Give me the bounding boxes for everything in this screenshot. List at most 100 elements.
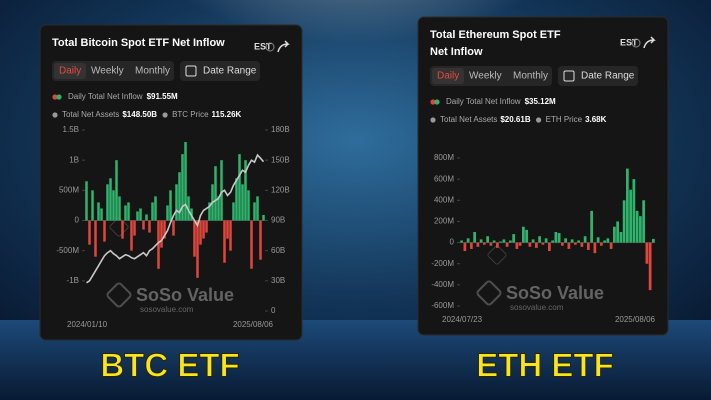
bar [127, 202, 130, 221]
card [417, 16, 669, 336]
bar [561, 242, 564, 246]
bar [466, 238, 470, 243]
bar [531, 239, 535, 243]
bar [518, 242, 522, 246]
bar [160, 220, 163, 248]
bar [557, 233, 561, 243]
tab[interactable]: Weekly [469, 71, 502, 82]
bar [199, 220, 202, 245]
bar [473, 232, 476, 243]
y-tick-label: 800M [434, 153, 454, 162]
legend-label: ETH Price [546, 115, 583, 124]
bar [593, 242, 597, 254]
info-icon [265, 42, 275, 52]
watermark: SoSo Value [506, 283, 604, 303]
legend-dot [536, 117, 542, 123]
tab-active [54, 63, 86, 79]
y-tick-label: -1B [67, 276, 79, 285]
watermark-url: sosovalue.com [140, 305, 194, 314]
y2-tick-label: 0 [271, 306, 276, 315]
y-tick-label: -500M [56, 246, 79, 255]
bar [613, 226, 616, 243]
bar [169, 190, 172, 221]
bar [626, 168, 629, 243]
bar [100, 208, 103, 221]
bar [97, 202, 100, 221]
bar [247, 190, 250, 221]
bar [139, 208, 142, 221]
bar [178, 172, 181, 221]
bar [583, 236, 587, 243]
bar [124, 205, 127, 221]
bar [136, 211, 139, 221]
y-tick-label: 400M [434, 195, 454, 204]
bar [515, 242, 519, 249]
bar [632, 179, 636, 243]
bar [499, 241, 502, 243]
bar [492, 240, 496, 243]
bar [187, 196, 190, 221]
date-range-button[interactable] [180, 61, 260, 81]
bar [538, 236, 541, 243]
bar [175, 184, 178, 221]
bar [528, 242, 532, 247]
banner-label: ETH ETF [476, 347, 614, 384]
bar [554, 232, 558, 243]
bar [460, 240, 463, 243]
bar [205, 220, 208, 233]
bar [214, 166, 217, 221]
watermark-logo [106, 282, 132, 308]
share-icon[interactable] [643, 36, 656, 49]
bar [609, 242, 613, 249]
title-box: Total Ethereum Spot ETF Net Inflow [430, 29, 561, 58]
bar [151, 202, 154, 221]
bar [476, 242, 480, 247]
x-tick-label: 2025/08/06 [233, 320, 274, 329]
bar [121, 220, 124, 239]
tab[interactable]: Daily [437, 71, 459, 82]
bar [142, 220, 145, 230]
legend-dot [162, 112, 168, 118]
bar [217, 196, 220, 221]
bar [103, 220, 106, 242]
y-tick-label: 600M [434, 174, 454, 183]
bar [564, 238, 567, 243]
info-icon [631, 38, 641, 48]
legend-label: Daily Total Net Inflow [68, 92, 143, 101]
bar [535, 242, 538, 248]
bar [577, 240, 580, 243]
bar [483, 242, 486, 245]
bar [118, 196, 121, 221]
share-icon[interactable] [277, 40, 290, 53]
bar [587, 242, 590, 250]
tab[interactable]: Monthly [135, 66, 170, 77]
bar [574, 242, 577, 245]
bar [250, 220, 253, 269]
bar [112, 190, 115, 221]
date-range: Date Range [581, 71, 635, 82]
legend-dot-red [430, 99, 436, 105]
bar [652, 238, 655, 243]
date-range: Date Range [203, 66, 257, 77]
legend-value: $20.61B [500, 115, 530, 124]
bar [509, 240, 512, 243]
net-assets-line [86, 153, 265, 284]
bar [238, 154, 241, 221]
tab[interactable]: Daily [59, 66, 81, 77]
legend-dot-green [56, 94, 62, 100]
date-range-button[interactable] [558, 66, 638, 86]
tab[interactable]: Monthly [513, 71, 548, 82]
x-tick-label: 2025/08/06 [615, 315, 656, 324]
bar [256, 196, 259, 221]
bar [622, 200, 626, 243]
bar [220, 160, 223, 221]
tab[interactable]: Weekly [91, 66, 124, 77]
bar [489, 242, 493, 246]
bar [580, 242, 584, 247]
bar [130, 220, 133, 251]
watermark-logo-small [109, 217, 129, 237]
bar [600, 242, 603, 246]
bar [567, 242, 571, 249]
y2-tick-label: 90B [271, 216, 285, 225]
bar [262, 214, 265, 221]
